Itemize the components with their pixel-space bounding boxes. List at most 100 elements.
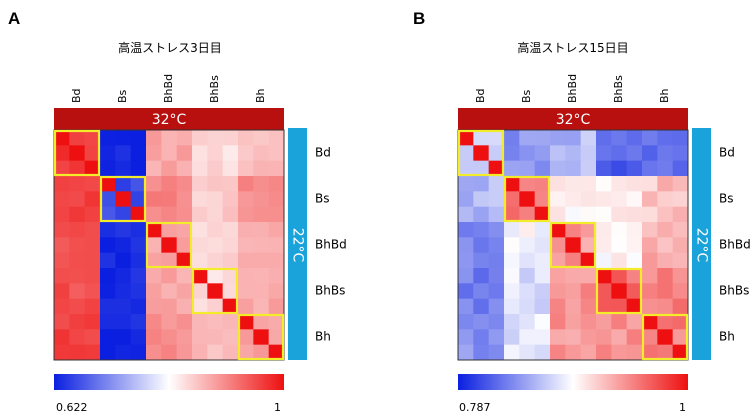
heatmap-cell (534, 283, 551, 300)
heatmap-cell (54, 252, 70, 269)
heatmap-cell (596, 206, 612, 223)
heatmap-cell (222, 130, 239, 146)
heatmap-cell (146, 222, 162, 238)
heatmap-cell (580, 222, 597, 238)
heatmap-cell (672, 298, 689, 315)
panel-b-scale-min: 0.787 (459, 401, 491, 414)
color-scale-bar (54, 374, 284, 390)
heatmap-cell (488, 191, 505, 208)
heatmap-cell (488, 145, 505, 162)
heatmap-cell (238, 176, 254, 192)
heatmap-cell (672, 268, 689, 284)
column-label-bd: Bd (474, 88, 487, 103)
heatmap-cell (130, 314, 147, 330)
heatmap-cell (253, 268, 270, 284)
heatmap-cell (222, 145, 239, 162)
heatmap-cell (54, 130, 70, 146)
heatmap-frame (457, 129, 689, 361)
row-label-bd: Bd (315, 146, 331, 160)
heatmap-cell (672, 252, 689, 269)
diagonal-highlight-box (191, 267, 239, 315)
heatmap-cell (611, 314, 628, 330)
heatmap-cell (115, 283, 132, 300)
heatmap-cell (519, 176, 536, 192)
panel-b-scale-max: 1 (679, 401, 686, 414)
heatmap-cell (268, 344, 285, 361)
heatmap-cell (69, 252, 86, 269)
heatmap-cell (115, 298, 132, 315)
diagonal-highlight-box (549, 221, 597, 269)
heatmap-cell (626, 237, 643, 254)
heatmap-cell (504, 314, 520, 330)
heatmap-cell (672, 160, 689, 177)
heatmap-cell (672, 206, 689, 223)
heatmap-cell (146, 268, 162, 284)
heatmap-cell (54, 344, 70, 361)
heatmap-cell (657, 252, 674, 269)
heatmap-cell (207, 252, 224, 269)
heatmap-cell (580, 298, 597, 315)
heatmap-cell (642, 145, 658, 162)
heatmap-cell (488, 344, 505, 361)
heatmap-cell (458, 222, 474, 238)
heatmap-cell (565, 283, 582, 300)
heatmap-cell (238, 252, 254, 269)
heatmap-cell (84, 298, 101, 315)
diagonal-highlight-box (595, 267, 643, 315)
heatmap-cell (192, 283, 208, 300)
heatmap-cell (207, 314, 224, 330)
heatmap-cell (458, 268, 474, 284)
heatmap-cell (268, 329, 285, 346)
heatmap-cell (488, 283, 505, 300)
heatmap-cell (642, 222, 658, 238)
heatmap-cell (100, 252, 116, 269)
heatmap-cell (534, 191, 551, 208)
heatmap-cell (84, 283, 101, 300)
heatmap-cell (626, 145, 643, 162)
heatmap-cell (565, 298, 582, 315)
heatmap-cell (253, 344, 270, 361)
column-label-bhbs: BhBs (612, 75, 625, 103)
heatmap-cell (473, 344, 490, 361)
heatmap-cell (565, 344, 582, 361)
heatmap-cell (580, 206, 597, 223)
heatmap-cell (642, 130, 658, 146)
heatmap-cell (504, 237, 520, 254)
heatmap-cell (253, 237, 270, 254)
heatmap-cell (657, 283, 674, 300)
heatmap-cell (596, 191, 612, 208)
heatmap-cell (488, 237, 505, 254)
heatmap-cell (115, 206, 132, 223)
heatmap-cell (519, 237, 536, 254)
heatmap-cell (596, 130, 612, 146)
heatmap-cell (100, 344, 116, 361)
heatmap-cell (146, 252, 162, 269)
heatmap-cell (84, 222, 101, 238)
heatmap-cell (84, 145, 101, 162)
heatmap-cell (550, 145, 566, 162)
heatmap-cell (473, 160, 490, 177)
heatmap-cell (238, 145, 254, 162)
heatmap-cell (611, 329, 628, 346)
heatmap-cell (161, 130, 178, 146)
heatmap-cell (69, 268, 86, 284)
heatmap-cell (626, 130, 643, 146)
heatmap-cell (504, 160, 520, 177)
heatmap-cell (222, 222, 239, 238)
heatmap-cell (565, 176, 582, 192)
heatmap-cell (222, 206, 239, 223)
heatmap-cell (268, 298, 285, 315)
heatmap-cell (672, 145, 689, 162)
diagonal-highlight-box (99, 175, 147, 223)
heatmap-cell (100, 314, 116, 330)
heatmap-cell (657, 222, 674, 238)
heatmap-cell (565, 252, 582, 269)
heatmap-cell (534, 237, 551, 254)
heatmap-cell (458, 283, 474, 300)
heatmap-cell (657, 344, 674, 361)
heatmap-cell (69, 145, 86, 162)
heatmap-cell (504, 176, 520, 192)
heatmap-cell (611, 160, 628, 177)
column-label-bs: Bs (520, 89, 533, 103)
heatmap-cell (550, 329, 566, 346)
